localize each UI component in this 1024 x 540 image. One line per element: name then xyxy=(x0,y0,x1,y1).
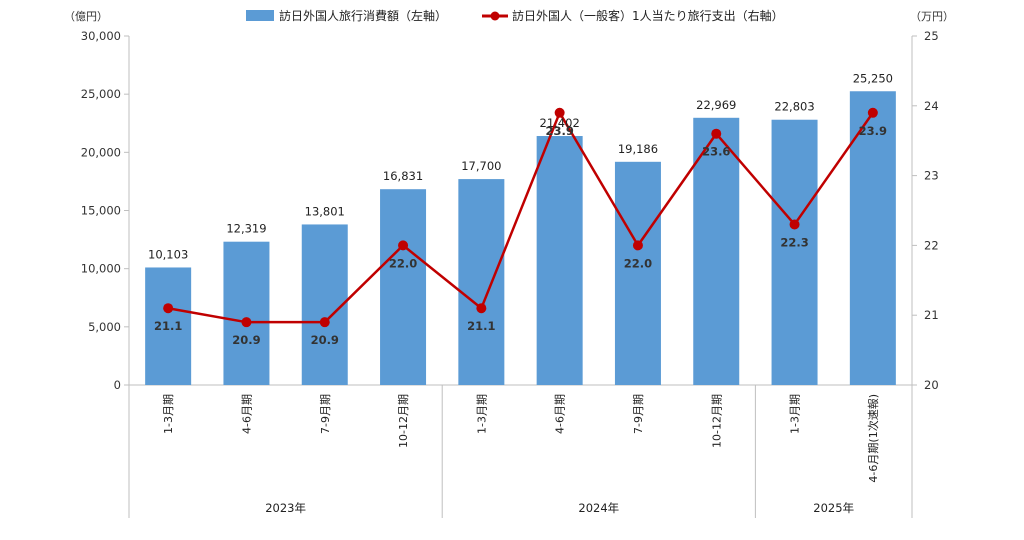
category-label: 10-12月期 xyxy=(397,394,410,448)
line-value-label: 20.9 xyxy=(311,333,339,347)
line-point xyxy=(632,240,643,251)
category-label: 1-3月期 xyxy=(789,394,802,434)
legend-bar-label: 訪日外国人旅行消費額（左軸） xyxy=(279,8,447,23)
year-label: 2024年 xyxy=(578,501,619,515)
line-point xyxy=(711,128,722,139)
line-value-label: 21.1 xyxy=(154,319,182,333)
category-axis: 2023年 2024年 2025年 1-3月期 4-6月期 7-9月期 10-12月期 1-3… xyxy=(128,385,913,518)
right-axis-unit: （万円） xyxy=(910,10,954,23)
line-point xyxy=(867,107,878,118)
right-tick-label: 20 xyxy=(924,378,939,392)
bar xyxy=(849,91,896,385)
legend-bar-swatch xyxy=(246,10,274,21)
line-series-path xyxy=(167,111,874,324)
line-point xyxy=(554,107,565,118)
right-tick-label: 24 xyxy=(924,99,939,113)
category-label: 4-6月期 xyxy=(554,394,567,434)
bar-value-label: 13,801 xyxy=(305,204,345,218)
line-value-label: 21.1 xyxy=(467,319,495,333)
data-labels: 10,103 12,319 13,801 16,831 17,700 21,402 19,1… xyxy=(148,71,893,347)
line-value-label: 20.9 xyxy=(232,333,260,347)
line-point xyxy=(241,317,252,328)
bar xyxy=(771,119,818,385)
right-tick-label: 21 xyxy=(924,308,939,322)
left-axis-unit: （億円） xyxy=(64,10,108,23)
bar-value-label: 12,319 xyxy=(226,222,266,236)
left-tick-label: 15,000 xyxy=(81,204,121,218)
line-value-label: 22.3 xyxy=(780,235,808,249)
category-label: 7-9月期 xyxy=(632,394,645,434)
year-label: 2025年 xyxy=(813,501,854,515)
bar-value-label: 25,250 xyxy=(853,71,893,85)
category-label: 4-6月期 xyxy=(240,394,253,434)
line-value-label: 22.0 xyxy=(389,256,417,270)
line-point xyxy=(789,219,800,230)
category-label: 10-12月期 xyxy=(710,394,723,448)
axes: 0 5,000 10,000 15,000 20,000 25,000 30,000 20 21… xyxy=(81,29,939,392)
category-label: 1-3月期 xyxy=(162,394,175,434)
left-tick-label: 20,000 xyxy=(81,145,121,159)
right-tick-label: 22 xyxy=(924,238,939,252)
line-series xyxy=(163,107,878,328)
bar xyxy=(458,179,505,385)
line-point xyxy=(319,317,330,328)
line-value-label: 22.0 xyxy=(624,256,652,270)
year-label: 2023年 xyxy=(265,501,306,515)
bar-value-label: 10,103 xyxy=(148,247,188,261)
bar-value-label: 22,969 xyxy=(696,98,736,112)
bars xyxy=(145,91,896,385)
category-label: 1-3月期 xyxy=(475,394,488,434)
bar-value-label: 16,831 xyxy=(383,169,423,183)
bar xyxy=(223,241,270,385)
bar xyxy=(301,224,348,385)
category-label: 7-9月期 xyxy=(319,394,332,434)
line-value-label: 23.9 xyxy=(859,124,887,138)
line-value-label: 23.6 xyxy=(702,145,730,159)
bar xyxy=(380,189,427,385)
right-tick-label: 23 xyxy=(924,169,939,183)
left-tick-label: 30,000 xyxy=(81,29,121,43)
left-tick-label: 10,000 xyxy=(81,262,121,276)
line-value-label: 23.9 xyxy=(545,124,573,138)
bar-value-label: 22,803 xyxy=(774,100,814,114)
category-label: 4-6月期(1次速報) xyxy=(866,394,880,483)
bar xyxy=(614,161,661,385)
bar xyxy=(145,267,192,385)
bar xyxy=(536,136,583,385)
legend-line-label: 訪日外国人（一般客）1人当たり旅行支出（右軸） xyxy=(512,8,784,23)
bar-value-label: 17,700 xyxy=(461,159,501,173)
bar xyxy=(693,117,740,385)
right-tick-label: 25 xyxy=(924,29,939,43)
line-point xyxy=(398,240,409,251)
bar-value-label: 21,402 xyxy=(540,116,580,130)
legend: 訪日外国人旅行消費額（左軸） 訪日外国人（一般客）1人当たり旅行支出（右軸） xyxy=(246,8,784,23)
left-tick-label: 5,000 xyxy=(88,320,121,334)
left-tick-label: 0 xyxy=(114,378,121,392)
bar-value-label: 19,186 xyxy=(618,142,658,156)
legend-line-marker xyxy=(490,11,500,21)
left-tick-label: 25,000 xyxy=(81,87,121,101)
line-point xyxy=(476,303,487,314)
line-point xyxy=(163,303,174,314)
